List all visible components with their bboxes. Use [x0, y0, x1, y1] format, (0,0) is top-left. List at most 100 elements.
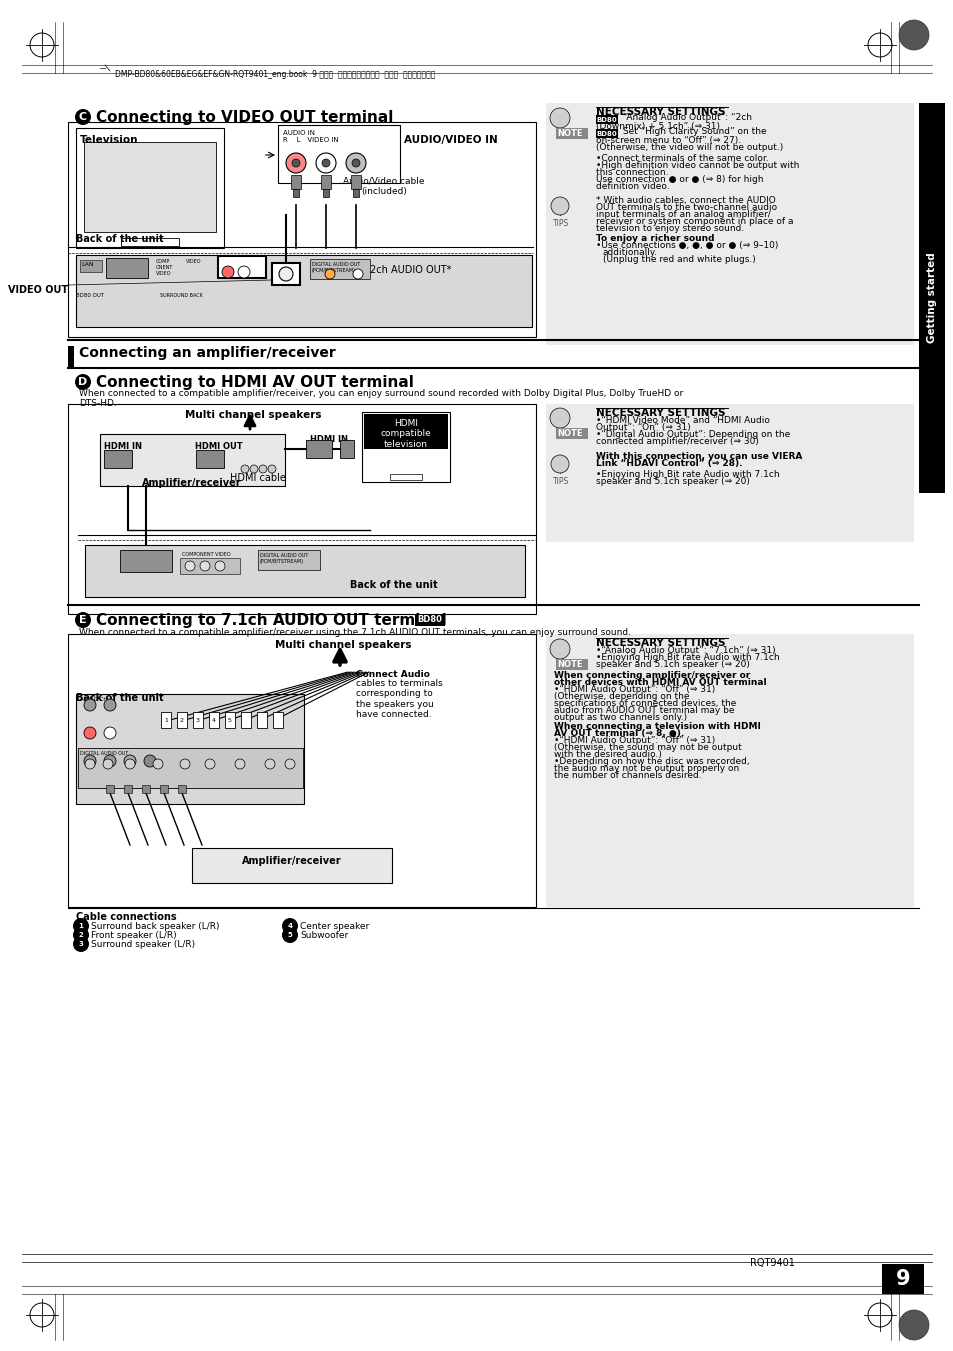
Circle shape: [75, 374, 91, 390]
Text: 3: 3: [78, 942, 83, 947]
Circle shape: [200, 561, 210, 571]
Circle shape: [214, 561, 225, 571]
Bar: [68, 346, 74, 367]
Text: 2: 2: [78, 932, 83, 938]
Bar: [256, 712, 267, 728]
Circle shape: [234, 759, 245, 769]
Text: C: C: [79, 112, 87, 122]
Text: DIGITAL AUDIO OUT
(PCM/BITSTREAM): DIGITAL AUDIO OUT (PCM/BITSTREAM): [312, 262, 360, 273]
Bar: [291, 176, 301, 189]
Text: Back of the unit: Back of the unit: [76, 693, 164, 703]
Text: To enjoy a richer sound: To enjoy a richer sound: [596, 234, 714, 243]
Text: Back of the unit: Back of the unit: [76, 234, 164, 245]
Circle shape: [104, 698, 116, 711]
Bar: [160, 785, 168, 793]
Bar: [106, 785, 113, 793]
Text: (Otherwise, the sound may not be output: (Otherwise, the sound may not be output: [554, 743, 741, 753]
Bar: [556, 659, 587, 670]
Bar: [68, 404, 536, 613]
Text: speaker and 5.1ch speaker (⇒ 20): speaker and 5.1ch speaker (⇒ 20): [596, 661, 749, 669]
Text: •“HDMI Audio Output”: “Off” (⇒ 31): •“HDMI Audio Output”: “Off” (⇒ 31): [554, 685, 715, 694]
Text: Amplifier/receiver: Amplifier/receiver: [242, 857, 341, 866]
Bar: [124, 785, 132, 793]
Bar: [323, 189, 329, 197]
Text: input terminals of an analog amplifier/: input terminals of an analog amplifier/: [596, 209, 770, 219]
Text: Connecting an amplifier/receiver: Connecting an amplifier/receiver: [79, 346, 335, 359]
Text: (Otherwise, depending on the: (Otherwise, depending on the: [554, 692, 689, 701]
Text: Surround back speaker (L/R): Surround back speaker (L/R): [91, 921, 219, 931]
Bar: [545, 634, 913, 907]
Circle shape: [285, 759, 294, 769]
Text: television to enjoy stereo sound.: television to enjoy stereo sound.: [596, 224, 743, 232]
Text: BD80 OUT: BD80 OUT: [76, 293, 104, 299]
Text: SURROUND BACK: SURROUND BACK: [160, 293, 203, 299]
Text: “Analog Audio Output”: “2ch: “Analog Audio Output”: “2ch: [619, 113, 751, 122]
Circle shape: [124, 755, 136, 767]
Text: (Otherwise, the video will not be output.): (Otherwise, the video will not be output…: [596, 143, 782, 153]
Text: HDMI IN: HDMI IN: [104, 442, 142, 451]
Text: COMPONENT VIDEO: COMPONENT VIDEO: [182, 553, 231, 557]
Text: Getting started: Getting started: [926, 253, 936, 343]
Bar: [596, 128, 618, 138]
Text: •Depending on how the disc was recorded,: •Depending on how the disc was recorded,: [554, 757, 749, 766]
Bar: [76, 694, 304, 804]
Text: Back of the unit: Back of the unit: [350, 580, 437, 590]
Text: D: D: [78, 377, 88, 386]
Circle shape: [352, 159, 359, 168]
Text: •Enjoying High Bit rate Audio with 7.1ch: •Enjoying High Bit rate Audio with 7.1ch: [596, 653, 779, 662]
Bar: [361, 412, 450, 482]
Text: AUDIO CH: AUDIO CH: [80, 697, 108, 703]
Circle shape: [268, 465, 275, 473]
Bar: [85, 544, 524, 597]
Text: on-screen menu to “Off” (⇒ 27).: on-screen menu to “Off” (⇒ 27).: [596, 136, 740, 145]
Bar: [415, 613, 444, 626]
Circle shape: [265, 759, 274, 769]
Bar: [320, 176, 331, 189]
Text: •“HDMI Video Mode” and “HDMI Audio: •“HDMI Video Mode” and “HDMI Audio: [596, 416, 769, 426]
Circle shape: [898, 1310, 928, 1340]
Circle shape: [551, 197, 568, 215]
Text: Multi channel speakers: Multi channel speakers: [185, 409, 321, 420]
Text: Connecting to HDMI AV OUT terminal: Connecting to HDMI AV OUT terminal: [96, 376, 414, 390]
Circle shape: [292, 159, 299, 168]
Text: RQT9401: RQT9401: [749, 1258, 794, 1269]
Text: receiver or system component in place of a: receiver or system component in place of…: [596, 218, 793, 226]
Bar: [353, 189, 358, 197]
Text: 4: 4: [212, 717, 215, 723]
Bar: [180, 558, 240, 574]
Circle shape: [282, 927, 297, 943]
Text: When connected to a compatible amplifier/receiver, you can enjoy surround sound : When connected to a compatible amplifier…: [79, 389, 682, 408]
Text: With this connection, you can use VIERA: With this connection, you can use VIERA: [596, 453, 801, 461]
Text: Subwoofer: Subwoofer: [299, 931, 348, 940]
Text: NECESSARY SETTINGS: NECESSARY SETTINGS: [596, 107, 724, 118]
Circle shape: [278, 267, 293, 281]
Bar: [178, 785, 186, 793]
Circle shape: [84, 698, 96, 711]
Circle shape: [75, 109, 91, 126]
Bar: [76, 255, 532, 327]
Text: HDMI IN: HDMI IN: [310, 435, 348, 444]
Text: •High definition video cannot be output with: •High definition video cannot be output …: [596, 161, 799, 170]
Circle shape: [353, 269, 363, 280]
Text: NOTE: NOTE: [557, 430, 582, 438]
Bar: [596, 115, 618, 124]
Circle shape: [325, 269, 335, 280]
Text: the audio may not be output properly on: the audio may not be output properly on: [554, 765, 739, 773]
Bar: [277, 126, 399, 182]
Bar: [306, 440, 332, 458]
Circle shape: [73, 917, 89, 934]
Text: TIPS: TIPS: [553, 477, 569, 486]
Bar: [218, 255, 266, 278]
Text: •“Analog Audio Output”: “7.1ch” (⇒ 31): •“Analog Audio Output”: “7.1ch” (⇒ 31): [596, 646, 775, 655]
Text: Television: Television: [80, 135, 138, 145]
Text: additionally.: additionally.: [602, 249, 658, 257]
Text: output as two channels only.): output as two channels only.): [554, 713, 686, 721]
Text: Front speaker (L/R): Front speaker (L/R): [91, 931, 176, 940]
Bar: [195, 450, 224, 467]
Text: 4: 4: [287, 923, 293, 929]
Circle shape: [84, 727, 96, 739]
Bar: [209, 712, 219, 728]
Text: HDMI cable: HDMI cable: [230, 473, 286, 484]
Text: this connection.: this connection.: [596, 168, 668, 177]
Circle shape: [152, 759, 163, 769]
